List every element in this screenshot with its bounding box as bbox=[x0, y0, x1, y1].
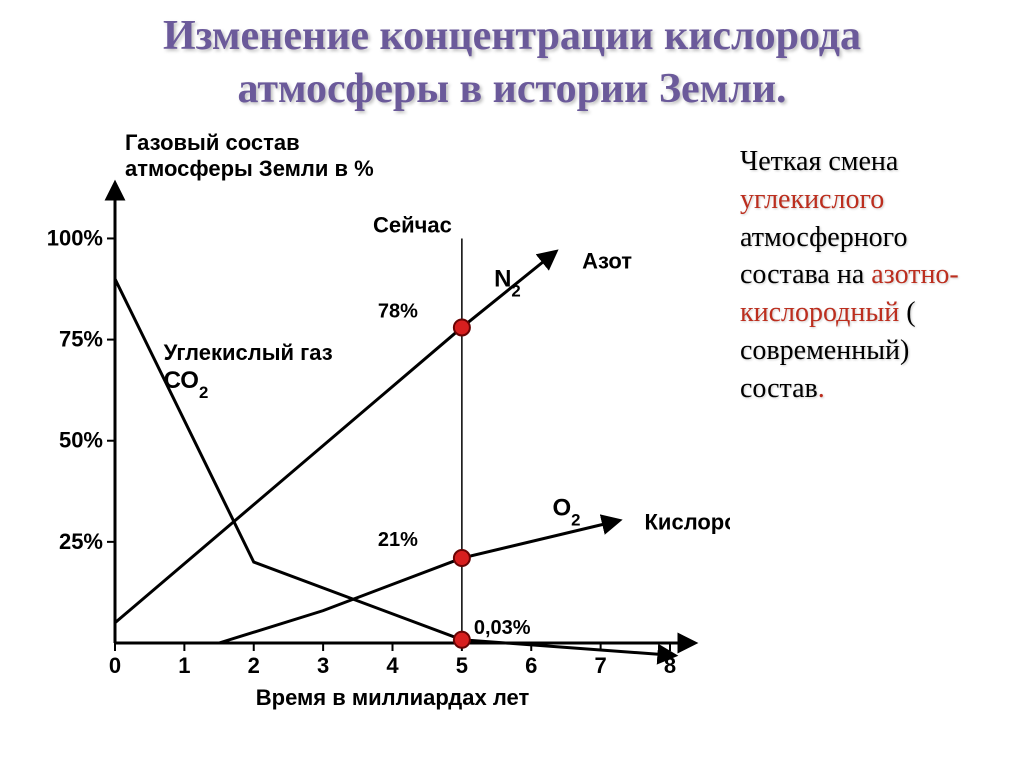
y-axis-title-2: атмосферы Земли в % bbox=[125, 156, 374, 181]
y-tick-label: 50% bbox=[59, 428, 103, 453]
x-tick-label: 0 bbox=[109, 653, 121, 678]
x-tick-label: 6 bbox=[525, 653, 537, 678]
y-tick-label: 25% bbox=[59, 529, 103, 554]
x-axis-title: Время в миллиардах лет bbox=[256, 685, 530, 710]
now-label: Сейчас bbox=[373, 212, 452, 237]
y-tick-label: 100% bbox=[47, 225, 103, 250]
co2-formula: СО2 bbox=[164, 367, 209, 402]
caption-pre1: Четкая смена bbox=[740, 146, 898, 177]
n2-formula: N2 bbox=[494, 266, 521, 301]
x-tick-label: 7 bbox=[595, 653, 607, 678]
slide-title: Изменение концентрации кислорода атмосфе… bbox=[30, 10, 994, 115]
title-line-2: атмосферы в истории Земли. bbox=[237, 66, 786, 112]
series-n2 bbox=[115, 255, 552, 623]
x-tick-label: 1 bbox=[178, 653, 190, 678]
slide-root: Изменение концентрации кислорода атмосфе… bbox=[0, 0, 1024, 767]
marker-label: 78% bbox=[378, 300, 418, 322]
co2-label: Углекислый газ bbox=[164, 340, 333, 365]
data-marker bbox=[454, 632, 470, 648]
x-tick-label: 2 bbox=[248, 653, 260, 678]
data-marker bbox=[454, 550, 470, 566]
chart-svg: Газовый составатмосферы Земли в % 25% 50% 7… bbox=[30, 123, 730, 723]
series-co2 bbox=[115, 279, 670, 655]
caption-red1: углекислого bbox=[740, 184, 884, 215]
y-axis-title-1: Газовый состав bbox=[125, 130, 300, 155]
x-tick-label: 5 bbox=[456, 653, 468, 678]
title-line-1: Изменение концентрации кислорода bbox=[163, 13, 861, 59]
x-tick-label: 3 bbox=[317, 653, 329, 678]
y-tick-label: 75% bbox=[59, 327, 103, 352]
marker-label: 21% bbox=[378, 529, 418, 551]
content-row: Газовый составатмосферы Земли в % 25% 50% 7… bbox=[30, 123, 994, 723]
o2-label: Кислород bbox=[645, 510, 731, 535]
caption-end: . bbox=[818, 373, 825, 404]
data-marker bbox=[454, 319, 470, 335]
marker-label: 0,03% bbox=[474, 617, 531, 639]
x-tick-label: 4 bbox=[386, 653, 399, 678]
x-tick-label: 8 bbox=[664, 653, 676, 678]
o2-formula: O2 bbox=[553, 495, 581, 530]
n2-label: Азот bbox=[582, 249, 632, 274]
chart-area: Газовый составатмосферы Земли в % 25% 50% 7… bbox=[30, 123, 730, 723]
side-caption: Четкая смена углекислого атмосферного со… bbox=[730, 123, 994, 723]
